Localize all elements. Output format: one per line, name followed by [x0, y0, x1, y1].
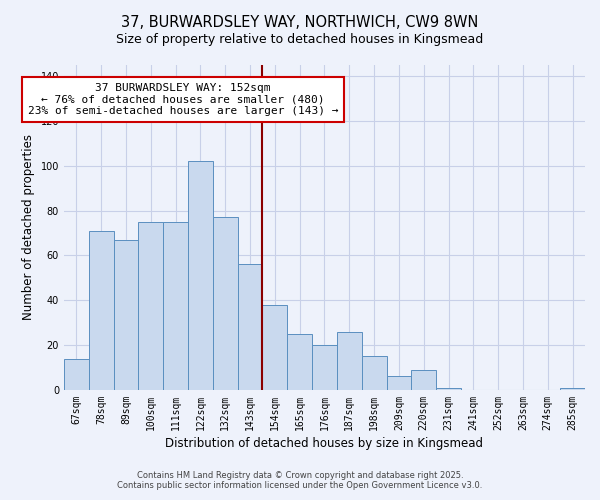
Text: Size of property relative to detached houses in Kingsmead: Size of property relative to detached ho… [116, 32, 484, 46]
Y-axis label: Number of detached properties: Number of detached properties [22, 134, 35, 320]
Bar [412, 370, 436, 390]
Text: 37, BURWARDSLEY WAY, NORTHWICH, CW9 8WN: 37, BURWARDSLEY WAY, NORTHWICH, CW9 8WN [121, 15, 479, 30]
Bar [362, 356, 386, 390]
Bar [139, 222, 163, 390]
Text: 37 BURWARDSLEY WAY: 152sqm
← 76% of detached houses are smaller (480)
23% of sem: 37 BURWARDSLEY WAY: 152sqm ← 76% of deta… [28, 83, 338, 116]
Bar [386, 376, 412, 390]
Bar [89, 231, 113, 390]
Bar [337, 332, 362, 390]
Text: Contains HM Land Registry data © Crown copyright and database right 2025.
Contai: Contains HM Land Registry data © Crown c… [118, 470, 482, 490]
Bar [64, 358, 89, 390]
Bar [163, 222, 188, 390]
Bar [238, 264, 262, 390]
Bar [312, 345, 337, 390]
Bar [262, 305, 287, 390]
Bar [188, 162, 213, 390]
X-axis label: Distribution of detached houses by size in Kingsmead: Distribution of detached houses by size … [166, 437, 484, 450]
Bar [436, 388, 461, 390]
Bar [287, 334, 312, 390]
Bar [113, 240, 139, 390]
Bar [560, 388, 585, 390]
Bar [213, 218, 238, 390]
